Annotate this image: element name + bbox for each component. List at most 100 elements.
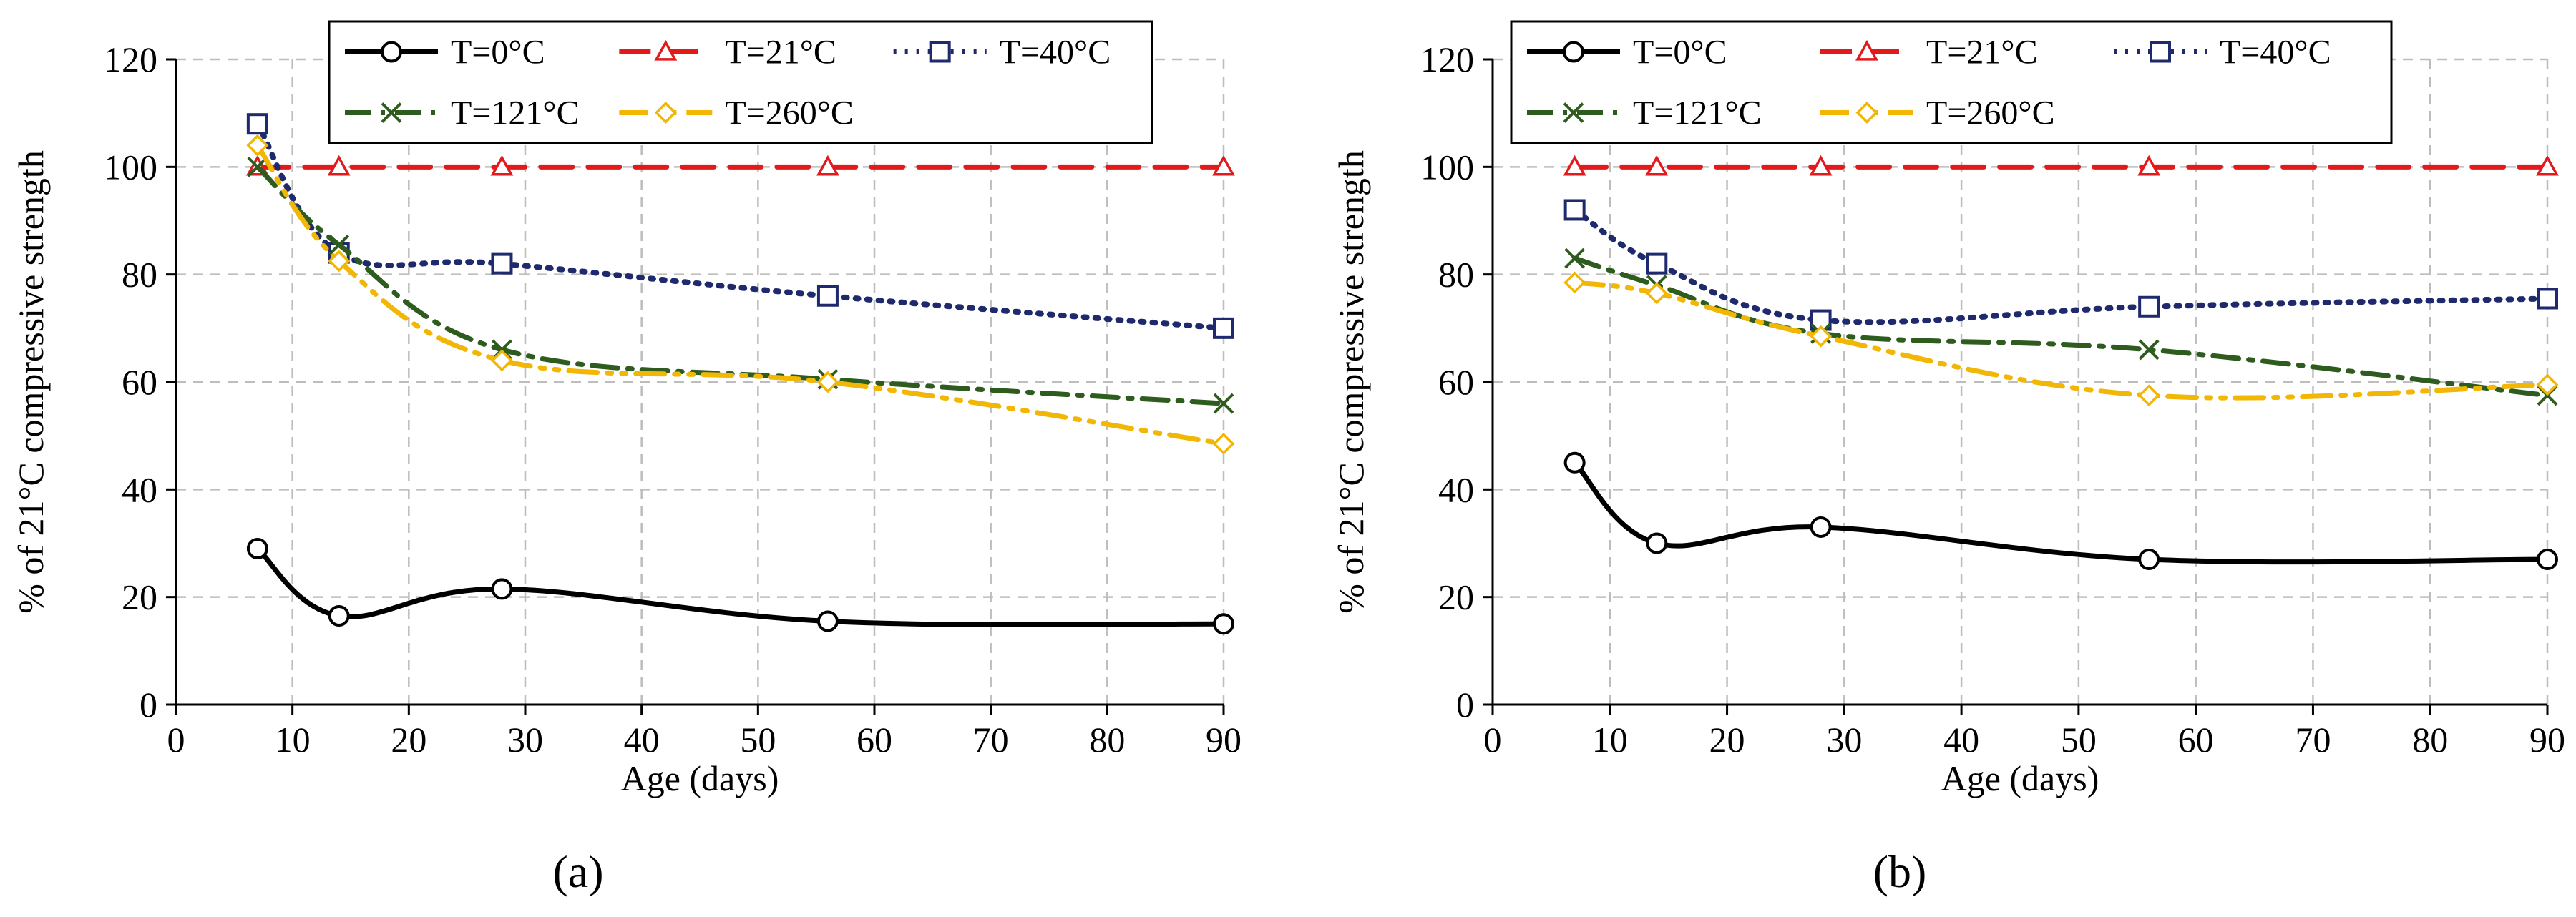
y-tick-label: 100 [1420, 147, 1474, 187]
y-tick-label: 80 [122, 255, 157, 295]
data-point [1213, 613, 1234, 635]
legend: T=0°C T=21°C T=40°C T=121°C T=260°C [1510, 20, 2393, 144]
data-point [246, 113, 268, 135]
series-group [245, 113, 1235, 635]
data-point [2536, 373, 2559, 396]
x-tick-label: 20 [391, 720, 426, 760]
legend-marker [1855, 39, 1878, 61]
y-tick-label: 40 [1438, 469, 1474, 509]
chart-panel-a: 0 10 20 30 40 50 60 70 80 90 0 20 40 60 80 100 120 Age (d… [11, 20, 1241, 897]
legend-item: T=21°C [619, 34, 836, 72]
series-t21c [245, 155, 1235, 176]
legend-marker [1563, 102, 1584, 123]
series-line [1571, 207, 2550, 325]
x-axis-title: Age (days) [1941, 758, 2099, 798]
panel-label: (a) [552, 846, 603, 897]
data-point [2537, 288, 2558, 310]
x-tick-label: 50 [740, 720, 776, 760]
x-tick-label: 10 [1592, 720, 1628, 760]
data-point [1809, 155, 1833, 176]
data-point [327, 155, 351, 176]
x-tick-label: 20 [1709, 720, 1745, 760]
chart-panel-b: 0 10 20 30 40 50 60 70 80 90 0 20 40 60 80 100 120 Age (d… [1331, 20, 2565, 897]
series-line [1572, 460, 2550, 565]
data-point [1563, 155, 1586, 176]
data-point [2137, 384, 2160, 407]
series-t0c [246, 538, 1234, 635]
y-tick-label: 100 [104, 147, 157, 187]
data-point [328, 250, 351, 273]
x-tick-label: 80 [2412, 720, 2448, 760]
axes: 0 10 20 30 40 50 60 70 80 90 0 20 40 60 80 100 120 [1420, 39, 2565, 760]
data-point [1212, 432, 1235, 455]
legend-item: T=21°C [1820, 34, 2038, 72]
series-t0c [1563, 451, 2558, 571]
data-point [2137, 155, 2161, 176]
y-tick-label: 20 [1438, 577, 1474, 617]
x-tick-label: 0 [167, 720, 185, 760]
x-tick-label: 90 [1206, 720, 1241, 760]
data-point [246, 538, 268, 560]
data-point [2536, 155, 2559, 176]
data-point [1563, 451, 1586, 474]
data-point [1810, 516, 1832, 538]
x-tick-label: 60 [857, 720, 892, 760]
data-point [2138, 295, 2160, 318]
legend-box [1510, 20, 2393, 144]
data-point [1645, 155, 1669, 176]
data-point [1213, 393, 1234, 414]
legend-marker [1563, 41, 1584, 63]
data-point [491, 252, 513, 275]
legend-marker [654, 39, 678, 61]
y-tick-label: 0 [140, 685, 157, 725]
data-point [1212, 155, 1235, 176]
series-t40c [246, 113, 1234, 339]
x-tick-label: 60 [2178, 720, 2214, 760]
legend-marker [929, 41, 951, 63]
legend-item: T=121°C [345, 94, 580, 132]
series-t40c [1563, 199, 2558, 331]
data-point [1646, 252, 1668, 275]
y-tick-label: 0 [1456, 685, 1474, 725]
series-line [254, 121, 1226, 331]
x-axis-title: Age (days) [621, 758, 779, 798]
x-tick-label: 0 [1484, 720, 1502, 760]
data-point [1645, 282, 1668, 305]
x-tick-label: 50 [2061, 720, 2097, 760]
legend-label: T=21°C [1926, 34, 2038, 72]
legend-item: T=0°C [345, 34, 545, 72]
y-tick-label: 40 [122, 469, 157, 509]
legend-marker [381, 102, 402, 123]
x-tick-label: 30 [1826, 720, 1862, 760]
legend-label: T=260°C [1926, 94, 2055, 132]
x-tick-label: 70 [2295, 720, 2331, 760]
y-tick-label: 20 [122, 577, 157, 617]
legend-marker [654, 102, 677, 124]
legend-label: T=40°C [2220, 34, 2331, 72]
data-point [816, 285, 839, 307]
series-group [1563, 155, 2559, 571]
legend-label: T=121°C [1633, 94, 1762, 132]
series-line [255, 142, 1226, 446]
data-point [328, 604, 350, 627]
y-axis-title: % of 21°C compressive strength [1331, 150, 1371, 614]
legend-item: T=121°C [1527, 94, 1762, 132]
legend-label: T=40°C [1000, 34, 1111, 72]
series-line [1572, 255, 2550, 398]
legend-label: T=260°C [725, 94, 854, 132]
data-point [247, 156, 268, 177]
x-tick-label: 10 [275, 720, 311, 760]
panel-label: (b) [1873, 846, 1927, 897]
legend-item: T=260°C [1820, 94, 2055, 132]
legend: T=0°C T=21°C T=40°C T=121°C T=260°C [328, 20, 1153, 144]
data-point [491, 578, 513, 600]
series-t260c [1563, 271, 2559, 407]
data-point [328, 234, 350, 255]
legend-label: T=21°C [725, 34, 836, 72]
y-tick-label: 120 [104, 39, 157, 79]
y-tick-label: 80 [1438, 255, 1474, 295]
data-point [2138, 549, 2160, 571]
legend-label: T=0°C [451, 34, 545, 72]
data-point [1810, 325, 1833, 348]
x-tick-label: 30 [507, 720, 543, 760]
